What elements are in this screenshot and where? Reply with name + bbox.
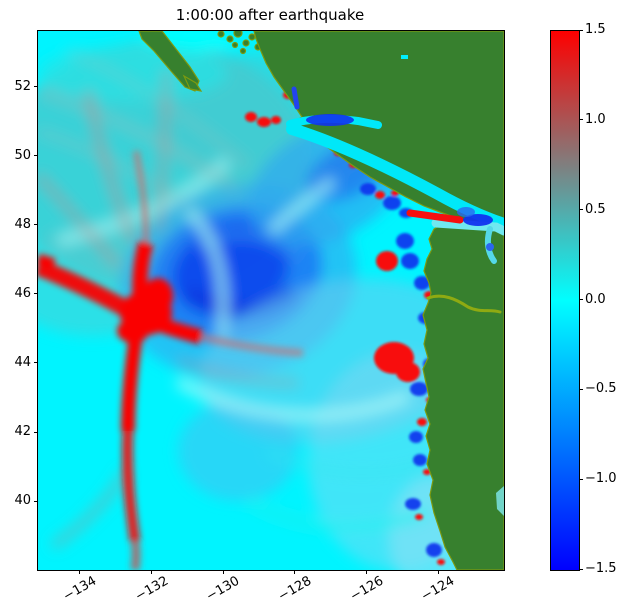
columbia-river xyxy=(426,294,502,314)
colorbar-tick-label: 1.0 xyxy=(585,111,606,127)
y-tick-mark xyxy=(33,155,37,157)
y-tick-label: 48 xyxy=(14,216,31,232)
colorbar-tick-label: 1.5 xyxy=(585,22,606,37)
map-canvas xyxy=(38,31,504,570)
y-tick-label: 44 xyxy=(14,354,31,370)
x-tick-label: −134 xyxy=(60,573,100,605)
straits xyxy=(286,55,504,516)
juan-de-fuca-strait xyxy=(431,218,504,236)
x-tick-label: −128 xyxy=(275,573,315,605)
x-tick-mark xyxy=(79,570,81,574)
x-tick-label: −130 xyxy=(204,573,243,605)
x-tick-label: −132 xyxy=(132,573,171,605)
y-tick-label: 40 xyxy=(14,493,31,509)
x-tick-mark xyxy=(437,570,439,574)
plot-frame xyxy=(37,30,505,571)
colorbar xyxy=(550,30,580,571)
y-tick-mark xyxy=(33,431,37,433)
x-tick-mark xyxy=(366,570,368,574)
x-tick-mark xyxy=(294,570,296,574)
colorbar-tick-mark xyxy=(579,299,583,300)
colorbar-tick-label: −1.0 xyxy=(585,471,617,487)
y-tick-mark xyxy=(33,224,37,226)
land xyxy=(138,31,504,570)
y-tick-label: 42 xyxy=(14,424,31,439)
colorbar-tick-label: −1.5 xyxy=(585,561,617,576)
x-tick-mark xyxy=(151,570,153,574)
colorbar-tick-mark xyxy=(579,209,583,211)
y-tick-label: 52 xyxy=(14,78,31,94)
colorbar-tick-mark xyxy=(579,388,583,390)
colorbar-tick-mark xyxy=(579,29,583,31)
x-tick-mark xyxy=(222,570,224,574)
colorbar-tick-mark xyxy=(579,478,583,480)
colorbar-gradient xyxy=(551,31,579,570)
x-tick-label: −124 xyxy=(418,573,458,605)
y-tick-mark xyxy=(33,362,37,364)
x-tick-label: −126 xyxy=(347,573,386,605)
y-tick-label: 50 xyxy=(14,147,31,163)
colorbar-tick-label: −0.5 xyxy=(585,381,617,397)
y-tick-label: 46 xyxy=(14,285,31,301)
colorbar-tick-label: 0.0 xyxy=(585,291,606,307)
y-tick-mark xyxy=(33,293,37,295)
uplift-ridge xyxy=(38,150,304,570)
colorbar-tick-mark xyxy=(579,568,583,570)
colorbar-tick-mark xyxy=(579,119,583,121)
y-tick-mark xyxy=(33,500,37,502)
colorbar-tick-label: 0.5 xyxy=(585,201,606,217)
page-title: 1:00:00 after earthquake xyxy=(175,6,365,24)
y-tick-mark xyxy=(33,86,37,88)
